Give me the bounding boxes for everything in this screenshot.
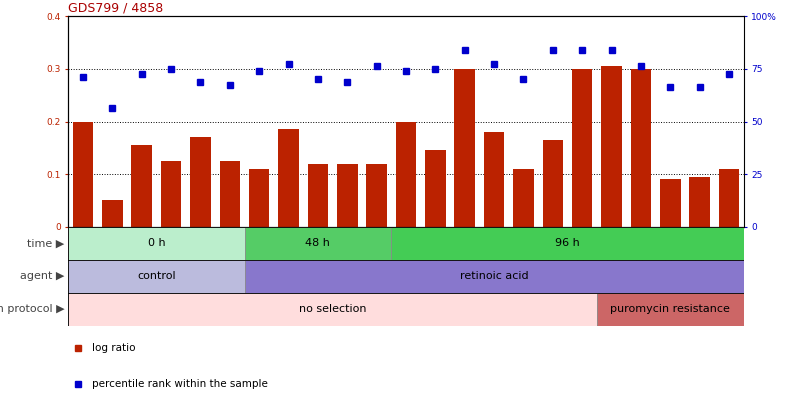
Bar bbox=[72, 122, 93, 227]
Text: time ▶: time ▶ bbox=[27, 238, 64, 248]
Bar bbox=[249, 169, 269, 227]
Bar bbox=[68, 293, 596, 326]
Bar bbox=[68, 227, 244, 260]
Bar bbox=[190, 137, 210, 227]
Text: agent ▶: agent ▶ bbox=[20, 271, 64, 281]
Bar bbox=[244, 227, 391, 260]
Bar bbox=[278, 130, 299, 227]
Bar bbox=[391, 227, 743, 260]
Bar bbox=[688, 177, 709, 227]
Text: growth protocol ▶: growth protocol ▶ bbox=[0, 305, 64, 315]
Text: GDS799 / 4858: GDS799 / 4858 bbox=[68, 1, 163, 14]
Text: retinoic acid: retinoic acid bbox=[459, 271, 528, 281]
Bar bbox=[308, 164, 328, 227]
Bar bbox=[395, 122, 416, 227]
Bar bbox=[336, 164, 357, 227]
Bar bbox=[425, 151, 445, 227]
Bar bbox=[366, 164, 386, 227]
Bar bbox=[630, 69, 650, 227]
Text: 48 h: 48 h bbox=[305, 238, 330, 248]
Bar bbox=[512, 169, 533, 227]
Bar bbox=[68, 260, 244, 293]
Bar bbox=[718, 169, 739, 227]
Text: control: control bbox=[137, 271, 176, 281]
Bar bbox=[483, 132, 503, 227]
Text: percentile rank within the sample: percentile rank within the sample bbox=[92, 379, 267, 389]
Bar bbox=[161, 161, 181, 227]
Bar bbox=[244, 260, 743, 293]
Bar bbox=[219, 161, 240, 227]
Bar bbox=[596, 293, 743, 326]
Bar bbox=[571, 69, 592, 227]
Text: no selection: no selection bbox=[299, 305, 366, 315]
Text: 96 h: 96 h bbox=[554, 238, 579, 248]
Bar bbox=[132, 145, 152, 227]
Text: log ratio: log ratio bbox=[92, 343, 136, 353]
Bar bbox=[601, 66, 621, 227]
Bar bbox=[659, 179, 679, 227]
Bar bbox=[542, 140, 562, 227]
Bar bbox=[102, 200, 123, 227]
Text: puromycin resistance: puromycin resistance bbox=[609, 305, 729, 315]
Text: 0 h: 0 h bbox=[148, 238, 165, 248]
Bar bbox=[454, 69, 475, 227]
